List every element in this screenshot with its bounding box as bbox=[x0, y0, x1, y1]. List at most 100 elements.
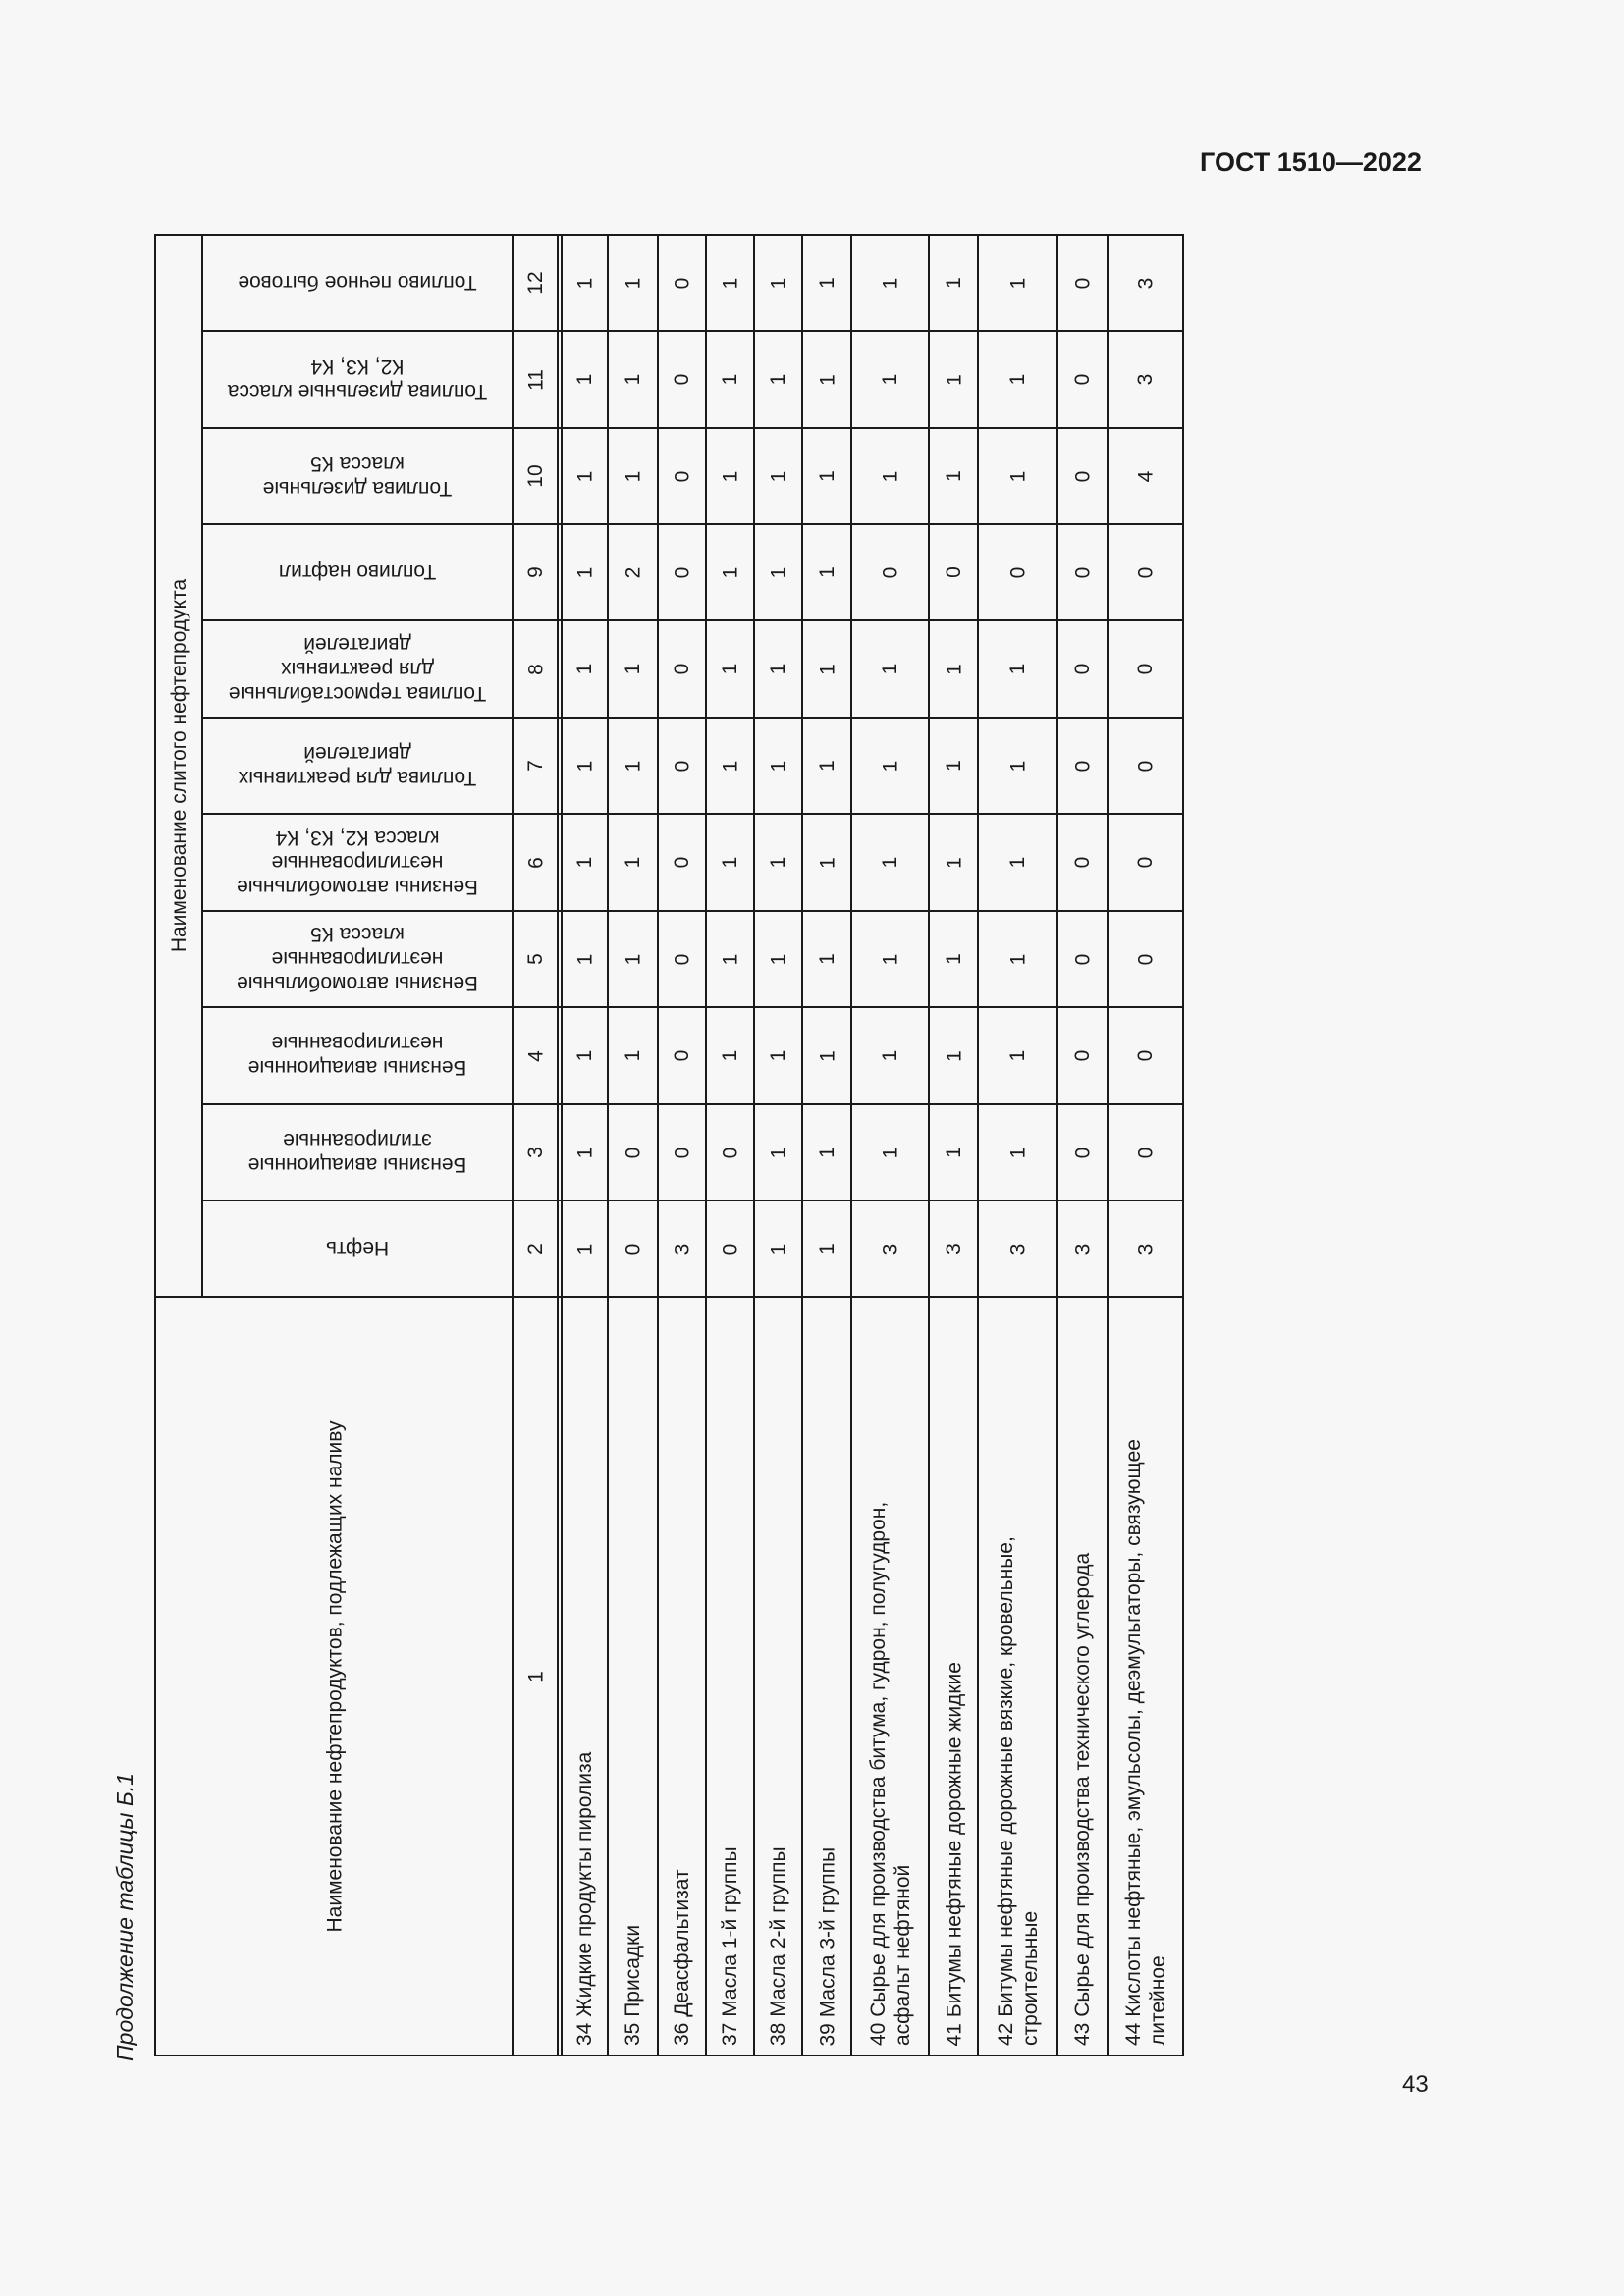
table-cell: 1 bbox=[815, 856, 839, 869]
table-cell: 4 bbox=[1134, 470, 1157, 482]
table-cell: 0 bbox=[1071, 1147, 1094, 1158]
grid-line bbox=[201, 1200, 1184, 1201]
table-cell: 0 bbox=[1071, 1049, 1094, 1062]
table-cell: 1 bbox=[767, 1243, 789, 1255]
row-label: 43 Сырье для производства технического у… bbox=[1071, 1552, 1094, 2046]
column-header-1: Наименование нефтепродуктов, подлежащих … bbox=[322, 1420, 346, 1932]
table-cell: 0 bbox=[671, 1147, 693, 1158]
row-label: 40 Сырье для производства битума, гудрон… bbox=[866, 1501, 914, 2046]
table-cell: 0 bbox=[671, 470, 693, 482]
table-cell: 1 bbox=[879, 760, 901, 772]
column-number: 10 bbox=[523, 464, 547, 488]
column-header-9: Топливо нафтил bbox=[278, 561, 437, 584]
table-cell: 1 bbox=[1006, 1049, 1029, 1062]
table-cell: 3 bbox=[1134, 277, 1157, 289]
table-cell: 1 bbox=[815, 1049, 839, 1062]
grid-line bbox=[801, 234, 803, 2056]
group-header: Наименование слитого нефтепродукта bbox=[167, 578, 190, 953]
table-cell: 1 bbox=[767, 373, 789, 386]
table-cell: 0 bbox=[1071, 566, 1094, 578]
table-cell: 1 bbox=[879, 470, 901, 482]
table-cell: 1 bbox=[719, 566, 741, 578]
column-number: 2 bbox=[523, 1243, 547, 1255]
table-cell: 1 bbox=[719, 953, 741, 965]
table-cell: 2 bbox=[622, 566, 644, 578]
table-cell: 0 bbox=[671, 566, 693, 578]
table-cell: 0 bbox=[1006, 566, 1029, 578]
table-cell: 1 bbox=[1006, 760, 1029, 772]
table-cell: 1 bbox=[767, 760, 789, 772]
table-cell: 1 bbox=[767, 1147, 789, 1158]
column-header-11: Топлива дизельные класса К2, К3, К4 bbox=[227, 355, 488, 403]
table-cell: 1 bbox=[767, 1049, 789, 1062]
table-cell: 1 bbox=[719, 277, 741, 289]
table-cell: 1 bbox=[1006, 1147, 1029, 1158]
grid-line bbox=[1107, 234, 1109, 2056]
table-cell: 1 bbox=[942, 373, 965, 386]
table-cell: 0 bbox=[719, 1243, 741, 1255]
table-cell: 1 bbox=[767, 663, 789, 675]
table-cell: 1 bbox=[942, 856, 965, 869]
column-header-3: Бензины авиационные этилированные bbox=[247, 1129, 467, 1176]
grid-line bbox=[154, 234, 156, 2056]
table-cell: 1 bbox=[879, 277, 901, 289]
column-number: 7 bbox=[523, 760, 547, 772]
table-cell: 0 bbox=[671, 663, 693, 675]
column-number: 4 bbox=[523, 1049, 547, 1062]
table-cell: 1 bbox=[719, 760, 741, 772]
grid-line bbox=[201, 523, 1184, 525]
grid-line bbox=[201, 427, 1184, 429]
column-number: 11 bbox=[523, 368, 547, 391]
table-cell: 0 bbox=[1071, 953, 1094, 965]
table-cell: 1 bbox=[622, 953, 644, 965]
table-cell: 1 bbox=[1006, 470, 1029, 482]
table-cell: 1 bbox=[879, 663, 901, 675]
table-cell: 1 bbox=[942, 1049, 965, 1062]
column-header-12: Топливо печное бытовое bbox=[238, 271, 477, 294]
grid-line bbox=[201, 1103, 1184, 1105]
table-cell: 0 bbox=[1134, 856, 1157, 869]
grid-line bbox=[557, 234, 559, 2056]
row-label: 38 Масла 2-й группы bbox=[767, 1846, 789, 2046]
table-cell: 1 bbox=[942, 760, 965, 772]
table-cell: 1 bbox=[879, 953, 901, 965]
column-header-4: Бензины авиационные неэтилированные bbox=[247, 1032, 467, 1080]
row-label: 34 Жидкие продукты пиролиза bbox=[573, 1751, 596, 2046]
table-cell: 1 bbox=[815, 373, 839, 386]
table-cell: 1 bbox=[879, 373, 901, 386]
grid-line bbox=[201, 1006, 1184, 1008]
grid-line bbox=[1056, 234, 1058, 2056]
table-cell: 1 bbox=[879, 856, 901, 869]
table-cell: 1 bbox=[573, 277, 596, 289]
column-header-7: Топлива для реактивных двигателей bbox=[238, 742, 477, 789]
table-cell: 1 bbox=[815, 470, 839, 482]
table-cell: 1 bbox=[719, 856, 741, 869]
table-cell: 1 bbox=[622, 373, 644, 386]
table-cell: 1 bbox=[1006, 663, 1029, 675]
table-cell: 0 bbox=[1134, 760, 1157, 772]
table-cell: 1 bbox=[1006, 277, 1029, 289]
row-label: 44 Кислоты нефтяные, эмульсолы, деэмульг… bbox=[1121, 1439, 1169, 2046]
column-number: 5 bbox=[523, 953, 547, 965]
table-cell: 1 bbox=[719, 1049, 741, 1062]
table-cell: 0 bbox=[1134, 566, 1157, 578]
grid-line bbox=[154, 2055, 1184, 2056]
table-cell: 0 bbox=[1134, 953, 1157, 965]
table-cell: 0 bbox=[671, 856, 693, 869]
table-cell: 1 bbox=[1006, 373, 1029, 386]
column-number: 9 bbox=[523, 566, 547, 578]
table-cell: 0 bbox=[671, 373, 693, 386]
table-cell: 1 bbox=[815, 953, 839, 965]
table-cell: 1 bbox=[622, 663, 644, 675]
column-number: 8 bbox=[523, 663, 547, 675]
table-cell: 0 bbox=[1071, 277, 1094, 289]
column-header-5: Бензины автомобильные неэтилированные кл… bbox=[237, 923, 478, 995]
table-cell: 1 bbox=[879, 1049, 901, 1062]
table-cell: 1 bbox=[573, 566, 596, 578]
table-cell: 0 bbox=[879, 566, 901, 578]
grid-line bbox=[607, 234, 609, 2056]
table-cell: 0 bbox=[1134, 1049, 1157, 1062]
row-label: 37 Масла 1-й группы bbox=[719, 1846, 741, 2046]
table-cell: 1 bbox=[573, 470, 596, 482]
grid-line bbox=[512, 234, 514, 2056]
